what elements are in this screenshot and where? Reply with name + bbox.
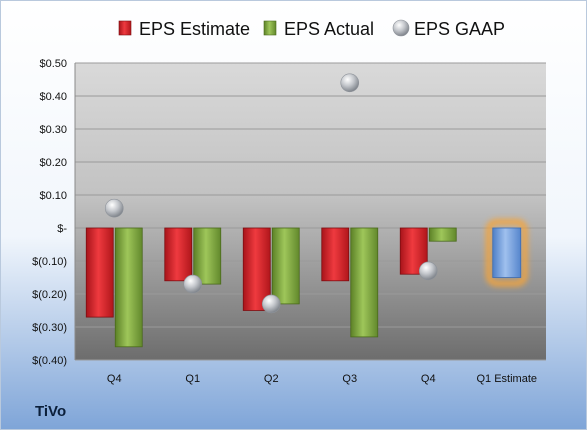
legend-swatch-actual: [263, 20, 277, 36]
eps-actual-bar: [271, 227, 300, 305]
legend-label: EPS Estimate: [139, 19, 250, 39]
legend: EPS Estimate EPS Actual EPS GAAP: [118, 19, 505, 39]
eps-gaap-marker: [183, 274, 203, 294]
x-tick-label: Q2: [264, 373, 279, 385]
y-tick-label: $(0.20): [32, 289, 67, 301]
eps-gaap-marker: [104, 198, 124, 218]
y-tick-label: $(0.30): [32, 322, 67, 334]
eps-actual-bar: [428, 227, 457, 242]
eps-actual-bar: [350, 227, 379, 338]
eps-estimate-bar: [85, 227, 114, 318]
legend-label: EPS GAAP: [414, 19, 505, 39]
eps-gaap-marker: [340, 73, 360, 93]
estimate-glow: [485, 219, 528, 287]
x-tick-label: Q4: [107, 373, 122, 385]
eps-estimate-bar: [321, 227, 350, 282]
legend-swatch-gaap: [392, 19, 410, 37]
legend-label: EPS Actual: [284, 19, 374, 39]
eps-actual-bar: [114, 227, 143, 348]
company-name: TiVo: [35, 403, 67, 420]
y-tick-label: $0.40: [39, 91, 67, 103]
y-tick-label: $-: [57, 223, 67, 235]
eps-q1-estimate-bar: [492, 227, 522, 278]
y-tick-label: $0.50: [39, 58, 67, 70]
y-tick-label: $0.20: [39, 157, 67, 169]
plot-area: [75, 63, 546, 360]
eps-actual-bar: [193, 227, 222, 285]
eps-gaap-marker: [418, 261, 438, 281]
y-tick-label: $0.30: [39, 124, 67, 136]
eps-gaap-marker: [261, 294, 281, 314]
x-tick-label: Q1: [185, 373, 200, 385]
eps-estimate-bar: [164, 227, 193, 282]
y-tick-label: $0.10: [39, 190, 67, 202]
y-tick-label: $(0.40): [32, 355, 67, 367]
x-tick-label: Q1 Estimate: [476, 373, 537, 385]
legend-swatch-estimate: [118, 20, 132, 36]
y-tick-label: $(0.10): [32, 256, 67, 268]
x-tick-label: Q4: [421, 373, 436, 385]
x-tick-label: Q3: [342, 373, 357, 385]
